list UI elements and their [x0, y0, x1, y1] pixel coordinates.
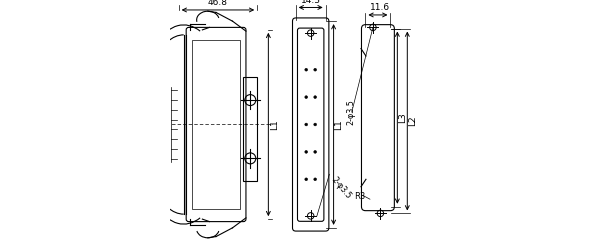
Circle shape: [305, 150, 307, 153]
Text: 14.3: 14.3: [301, 0, 320, 5]
Circle shape: [314, 178, 316, 181]
Circle shape: [305, 96, 307, 98]
Circle shape: [305, 178, 307, 181]
Text: 11.6: 11.6: [370, 3, 391, 12]
Text: L3: L3: [398, 112, 408, 123]
Text: R3: R3: [355, 192, 366, 201]
Text: 46.8: 46.8: [208, 0, 228, 7]
Text: 2-φ3.5: 2-φ3.5: [330, 176, 353, 201]
Text: 2-φ3.5: 2-φ3.5: [346, 99, 355, 125]
Circle shape: [314, 68, 316, 71]
Bar: [193, 40, 240, 209]
Circle shape: [314, 96, 316, 98]
Text: L1: L1: [270, 119, 279, 130]
Circle shape: [305, 68, 307, 71]
Circle shape: [305, 123, 307, 126]
Text: L1: L1: [335, 119, 343, 130]
Text: L2: L2: [408, 116, 417, 126]
Circle shape: [314, 123, 316, 126]
Circle shape: [314, 150, 316, 153]
Bar: [243, 77, 257, 181]
